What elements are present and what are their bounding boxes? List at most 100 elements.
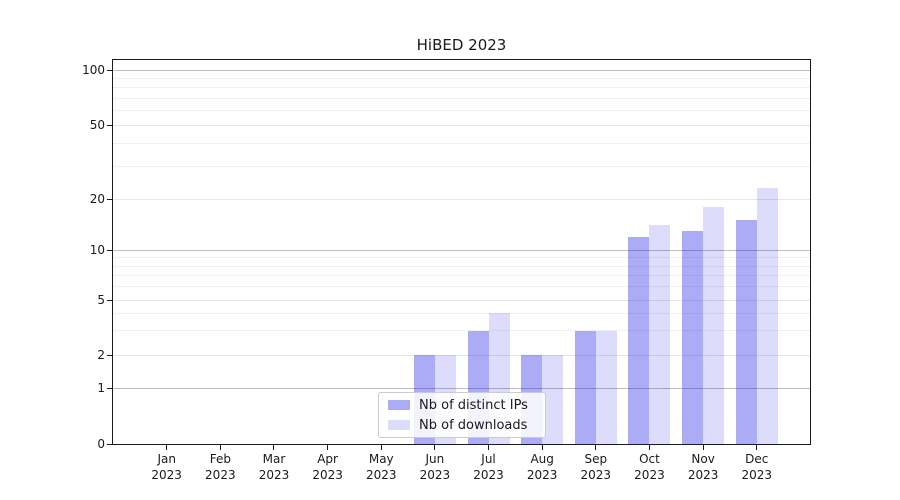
x-tick-year: 2023	[687, 467, 719, 482]
gridline-minor	[113, 275, 810, 277]
x-tick-month: Aug	[530, 452, 554, 466]
gridline-minor	[113, 165, 810, 167]
x-axis-tick	[541, 445, 543, 450]
x-tick-label: Oct 2023	[617, 452, 681, 483]
x-axis-tick	[219, 445, 221, 450]
x-tick-year: 2023	[312, 467, 343, 482]
gridline-labeled	[113, 124, 810, 126]
x-tick-label: Jun 2023	[403, 452, 467, 483]
spine-bottom	[112, 444, 811, 445]
bar-downloads-nov	[703, 206, 725, 444]
legend-swatch-downloads	[388, 420, 410, 430]
spine-left	[112, 60, 113, 445]
bar-downloads-aug	[542, 355, 564, 444]
x-tick-label: Jan 2023	[135, 452, 199, 483]
legend-swatch-distinct-ips	[388, 400, 410, 410]
x-axis-tick	[702, 445, 704, 450]
x-tick-label: Mar 2023	[242, 452, 306, 483]
gridline-labeled	[113, 198, 810, 200]
x-tick-month: Dec	[745, 452, 769, 466]
gridline-minor	[113, 286, 810, 288]
bar-distinct-ips-nov	[682, 230, 704, 444]
y-axis-tick	[107, 69, 112, 71]
bar-distinct-ips-oct	[628, 236, 650, 444]
spine-right	[810, 60, 811, 445]
y-tick-label: 100	[82, 63, 105, 77]
x-tick-month: Apr	[317, 452, 338, 466]
x-axis-tick	[488, 445, 490, 450]
x-tick-month: Sep	[584, 452, 608, 466]
x-tick-label: Apr 2023	[296, 452, 360, 483]
spine-top	[112, 59, 811, 60]
x-tick-label: Sep 2023	[564, 452, 628, 483]
gridline-minor	[113, 142, 810, 144]
y-axis-tick	[107, 387, 112, 389]
gridline-major	[113, 387, 810, 389]
x-tick-year: 2023	[419, 467, 451, 482]
y-axis-tick	[107, 443, 112, 445]
gridline-minor	[113, 87, 810, 89]
gridline-minor	[113, 265, 810, 267]
y-tick-label: 2	[97, 348, 105, 362]
x-axis-tick	[434, 445, 436, 450]
x-tick-label: Feb 2023	[188, 452, 252, 483]
x-tick-year: 2023	[151, 467, 182, 482]
y-axis-tick	[107, 354, 112, 356]
legend-item-downloads: Nb of downloads	[388, 418, 536, 433]
x-tick-month: Mar	[262, 452, 286, 466]
y-tick-label: 20	[89, 192, 105, 206]
x-tick-label: Dec 2023	[725, 452, 789, 483]
x-tick-year: 2023	[205, 467, 236, 482]
gridline-major	[113, 249, 810, 251]
x-tick-month: Feb	[209, 452, 231, 466]
x-tick-month: Jan	[157, 452, 176, 466]
gridline-minor	[113, 77, 810, 79]
bar-downloads-oct	[649, 225, 671, 444]
y-tick-label: 10	[89, 243, 105, 257]
x-tick-month: Jul	[481, 452, 496, 466]
gridline-minor	[113, 110, 810, 112]
x-tick-month: Nov	[691, 452, 715, 466]
legend-item-distinct-ips: Nb of distinct IPs	[388, 398, 536, 413]
x-tick-year: 2023	[365, 467, 397, 482]
gridline-labeled	[113, 299, 810, 301]
x-axis-tick	[595, 445, 597, 450]
y-axis-tick	[107, 299, 112, 301]
gridline-labeled	[113, 354, 810, 356]
chart-title: HiBED 2023	[416, 36, 507, 54]
x-axis-tick	[273, 445, 275, 450]
x-tick-month: May	[368, 452, 394, 466]
x-axis-tick	[166, 445, 168, 450]
legend: Nb of distinct IPs Nb of downloads	[378, 392, 546, 438]
gridline-minor	[113, 312, 810, 314]
y-tick-label: 1	[97, 381, 105, 395]
x-tick-year: 2023	[526, 467, 558, 482]
x-tick-label: Aug 2023	[510, 452, 574, 483]
x-axis-tick	[380, 445, 382, 450]
x-tick-year: 2023	[258, 467, 290, 482]
legend-label-distinct-ips: Nb of distinct IPs	[419, 397, 528, 413]
gridline-minor	[113, 97, 810, 99]
x-tick-label: Nov 2023	[671, 452, 735, 483]
legend-label-downloads: Nb of downloads	[419, 417, 528, 433]
bar-downloads-dec	[756, 187, 778, 444]
gridline-minor	[113, 330, 810, 332]
x-tick-month: Oct	[639, 452, 660, 466]
bar-downloads-sep	[595, 330, 617, 444]
x-tick-label: May 2023	[349, 452, 413, 483]
y-tick-label: 5	[97, 293, 105, 307]
x-tick-year: 2023	[473, 467, 504, 482]
x-tick-year: 2023	[634, 467, 665, 482]
x-axis-tick	[327, 445, 329, 450]
gridline-major	[113, 69, 810, 71]
x-tick-year: 2023	[580, 467, 612, 482]
gridline-minor	[113, 257, 810, 259]
y-axis-tick	[107, 198, 112, 200]
y-tick-label: 50	[89, 118, 105, 132]
y-axis-tick	[107, 124, 112, 126]
bar-distinct-ips-dec	[735, 220, 757, 444]
y-axis-tick	[107, 249, 112, 251]
x-axis-tick	[648, 445, 650, 450]
x-tick-label: Jul 2023	[457, 452, 521, 483]
